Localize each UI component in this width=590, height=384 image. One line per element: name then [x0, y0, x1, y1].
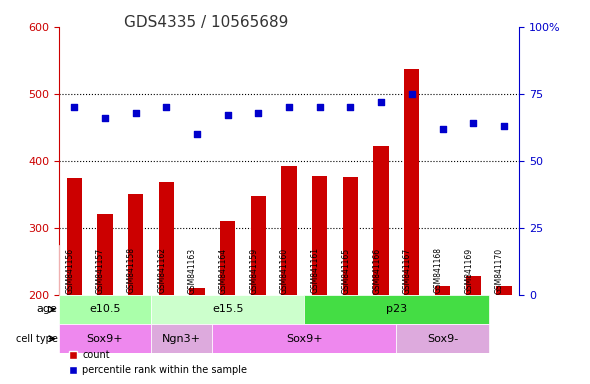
- Text: GSM841161: GSM841161: [311, 247, 320, 293]
- Bar: [312, 175, 327, 384]
- Text: GSM841166: GSM841166: [372, 247, 381, 293]
- Text: p23: p23: [386, 305, 407, 314]
- FancyBboxPatch shape: [151, 295, 304, 324]
- Text: GSM841160: GSM841160: [280, 247, 289, 293]
- Text: GSM841168: GSM841168: [434, 247, 442, 293]
- Text: GSM841169: GSM841169: [464, 247, 473, 293]
- Text: GSM841163: GSM841163: [188, 247, 197, 293]
- Bar: [466, 276, 481, 384]
- Legend: count, percentile rank within the sample: count, percentile rank within the sample: [64, 346, 251, 379]
- Bar: [159, 182, 174, 384]
- Point: [192, 131, 202, 137]
- Point: [100, 115, 110, 121]
- Point: [223, 112, 232, 118]
- Point: [468, 120, 478, 126]
- Bar: [67, 177, 82, 384]
- Text: GSM841165: GSM841165: [342, 247, 350, 293]
- Text: GSM841164: GSM841164: [219, 247, 228, 293]
- Point: [315, 104, 324, 110]
- Text: GSM841167: GSM841167: [403, 247, 412, 293]
- Text: GSM841157: GSM841157: [96, 247, 105, 293]
- FancyBboxPatch shape: [59, 295, 151, 324]
- FancyBboxPatch shape: [396, 324, 489, 353]
- FancyBboxPatch shape: [59, 324, 151, 353]
- Bar: [343, 177, 358, 384]
- Bar: [373, 146, 389, 384]
- FancyBboxPatch shape: [151, 324, 212, 353]
- Point: [346, 104, 355, 110]
- Bar: [281, 166, 297, 384]
- Text: Ngn3+: Ngn3+: [162, 334, 201, 344]
- Text: Sox9-: Sox9-: [427, 334, 458, 344]
- Bar: [251, 196, 266, 384]
- Text: e10.5: e10.5: [89, 305, 121, 314]
- Text: age: age: [37, 305, 57, 314]
- Point: [284, 104, 294, 110]
- Bar: [404, 69, 419, 384]
- Point: [499, 123, 509, 129]
- Bar: [435, 286, 450, 384]
- Text: Sox9+: Sox9+: [286, 334, 323, 344]
- Point: [70, 104, 79, 110]
- Text: GSM841156: GSM841156: [65, 247, 74, 293]
- Text: e15.5: e15.5: [212, 305, 244, 314]
- Bar: [220, 221, 235, 384]
- Text: GDS4335 / 10565689: GDS4335 / 10565689: [124, 15, 289, 30]
- Point: [407, 91, 417, 97]
- Point: [376, 99, 386, 105]
- Point: [254, 109, 263, 116]
- Text: GSM841170: GSM841170: [495, 247, 504, 293]
- Point: [162, 104, 171, 110]
- Bar: [496, 286, 512, 384]
- Text: GSM841159: GSM841159: [250, 247, 258, 293]
- Text: GSM841158: GSM841158: [127, 247, 136, 293]
- FancyBboxPatch shape: [212, 324, 396, 353]
- Point: [131, 109, 140, 116]
- Bar: [189, 288, 205, 384]
- Bar: [97, 214, 113, 384]
- FancyBboxPatch shape: [304, 295, 489, 324]
- Point: [438, 126, 447, 132]
- Text: Sox9+: Sox9+: [87, 334, 123, 344]
- Bar: [128, 194, 143, 384]
- Text: cell type: cell type: [15, 334, 57, 344]
- Text: GSM841162: GSM841162: [158, 247, 166, 293]
